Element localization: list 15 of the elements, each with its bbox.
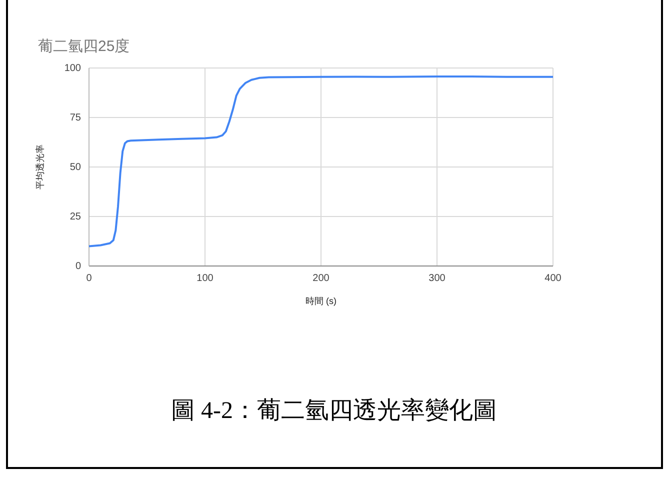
x-tick-label: 300 bbox=[428, 273, 446, 284]
x-tick-label: 400 bbox=[544, 273, 562, 284]
x-tick-label: 100 bbox=[196, 273, 214, 284]
line-series bbox=[88, 76, 554, 248]
x-axis-title: 時間 (s) bbox=[306, 296, 336, 306]
x-tick-label: 200 bbox=[312, 273, 330, 284]
y-tick-label: 75 bbox=[70, 112, 82, 124]
chart-title: 葡二氫四25度 bbox=[38, 38, 130, 55]
y-tick-label: 25 bbox=[70, 212, 82, 223]
y-tick-label: 50 bbox=[70, 162, 82, 174]
y-tick-label: 100 bbox=[64, 63, 82, 74]
y-tick-label: 0 bbox=[75, 261, 82, 272]
y-axis-title: 平均透光率 bbox=[35, 144, 45, 190]
caption: 圖 4-2：葡二氫四透光率變化圖 bbox=[171, 397, 497, 424]
x-tick-label: 0 bbox=[86, 273, 92, 284]
